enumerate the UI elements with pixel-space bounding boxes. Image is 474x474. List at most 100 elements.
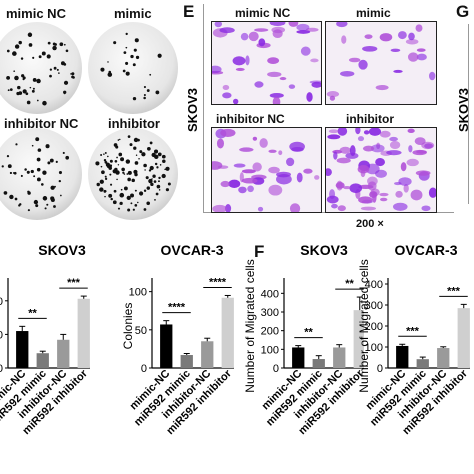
colony-dot xyxy=(59,42,64,47)
colony-dot xyxy=(103,153,105,155)
magnification-label: 200 × xyxy=(356,218,384,230)
colony-dot xyxy=(1,165,4,168)
stained-cell xyxy=(257,206,264,212)
colony-dot xyxy=(133,137,139,143)
colony-dots xyxy=(1,137,70,212)
colony-dot xyxy=(133,146,137,150)
stained-cell xyxy=(241,169,256,174)
colony-dot xyxy=(25,92,29,96)
colony-dot xyxy=(104,175,107,178)
stained-cell xyxy=(333,151,338,160)
colony-dot xyxy=(108,193,113,198)
stained-cell xyxy=(296,30,311,34)
stained-cell xyxy=(369,191,378,198)
colony-dot xyxy=(133,48,137,52)
colony-dot xyxy=(146,186,150,190)
colony-dot xyxy=(44,207,47,210)
colony-dot xyxy=(95,161,100,166)
cell-line-skov3-g-text: SKOV3 xyxy=(456,88,471,132)
colony-dot xyxy=(162,159,166,163)
stained-cell xyxy=(358,196,373,204)
colony-dot xyxy=(40,183,44,186)
stained-cell xyxy=(286,157,295,167)
bar xyxy=(57,339,70,368)
stained-cell xyxy=(220,128,236,137)
micrograph-inhibitor xyxy=(325,127,437,213)
colony-dot xyxy=(32,78,37,82)
colony-dot xyxy=(100,165,103,168)
stained-cell xyxy=(393,69,403,73)
stained-cell xyxy=(233,98,239,104)
colony-dot xyxy=(6,75,11,80)
colony-dot xyxy=(108,166,112,170)
colony-dot xyxy=(30,169,34,174)
y-tick-label: 0 xyxy=(0,363,3,375)
stained-cell xyxy=(272,29,283,39)
stained-cell xyxy=(360,206,377,211)
colony-dot xyxy=(134,38,139,43)
colony-dot xyxy=(125,71,130,76)
colony-dot xyxy=(127,208,131,212)
colony-dot xyxy=(32,87,35,90)
colony-dot xyxy=(123,186,128,191)
colony-dot xyxy=(18,91,23,95)
colony-dot xyxy=(119,192,125,198)
stained-cell xyxy=(247,185,254,193)
stained-cell xyxy=(232,56,246,66)
significance-label: *** xyxy=(406,325,420,337)
colony-dot xyxy=(99,179,104,184)
colony-dot xyxy=(154,162,158,166)
stained-cell xyxy=(407,128,415,134)
stained-cell xyxy=(239,147,254,152)
colony-dot xyxy=(148,178,153,184)
colony-dot xyxy=(38,55,42,59)
colony-dot xyxy=(156,184,161,189)
dish-label-mimic-nc: mimic NC xyxy=(6,6,66,21)
colony-dot xyxy=(31,144,34,147)
stained-cell xyxy=(341,35,347,44)
stained-cell xyxy=(288,84,296,89)
stained-cell xyxy=(241,177,258,184)
colony-dot xyxy=(110,197,113,201)
bar xyxy=(416,359,429,368)
panel-letter-g: G xyxy=(456,2,470,21)
stained-cell xyxy=(363,130,370,135)
colony-dot xyxy=(50,198,55,203)
bar xyxy=(437,348,450,368)
colony-dot xyxy=(151,153,156,157)
colony-dot xyxy=(157,53,162,58)
stained-cell xyxy=(267,71,282,78)
colony-dot xyxy=(125,46,128,49)
bar xyxy=(221,297,234,368)
stained-cell xyxy=(428,187,436,198)
colony-dot xyxy=(116,178,118,181)
stained-cell xyxy=(421,141,435,150)
colony-dot xyxy=(127,177,131,182)
stained-cell xyxy=(348,57,361,63)
stained-cell xyxy=(214,22,223,28)
bar-chart-ovcar3-migration: OVCAR-3 Number of Migrated cells 0 100 200 30… xyxy=(357,242,470,437)
stained-cell xyxy=(379,33,393,42)
stained-cell xyxy=(228,179,241,188)
bar xyxy=(160,324,173,368)
colony-dot xyxy=(103,159,107,162)
significance-label: ** xyxy=(345,278,354,290)
stained-cell xyxy=(397,31,407,40)
colony-dot xyxy=(24,168,27,171)
colony-dot xyxy=(53,66,57,70)
colony-dot xyxy=(104,177,108,180)
colony-dot xyxy=(32,56,35,59)
colony-dot xyxy=(42,196,48,201)
stained-cell xyxy=(357,164,370,174)
colony-dot xyxy=(104,195,106,198)
colony-dot xyxy=(107,61,109,63)
stained-cell xyxy=(403,184,409,193)
colony-dot xyxy=(29,86,32,89)
stained-cell xyxy=(416,48,426,52)
stained-cell xyxy=(217,165,229,169)
stained-cell xyxy=(222,84,230,91)
colony-dish-inhibitor-nc xyxy=(0,128,82,220)
stained-cell xyxy=(368,128,382,136)
stained-cell xyxy=(233,163,246,168)
colony-dot xyxy=(127,170,132,175)
